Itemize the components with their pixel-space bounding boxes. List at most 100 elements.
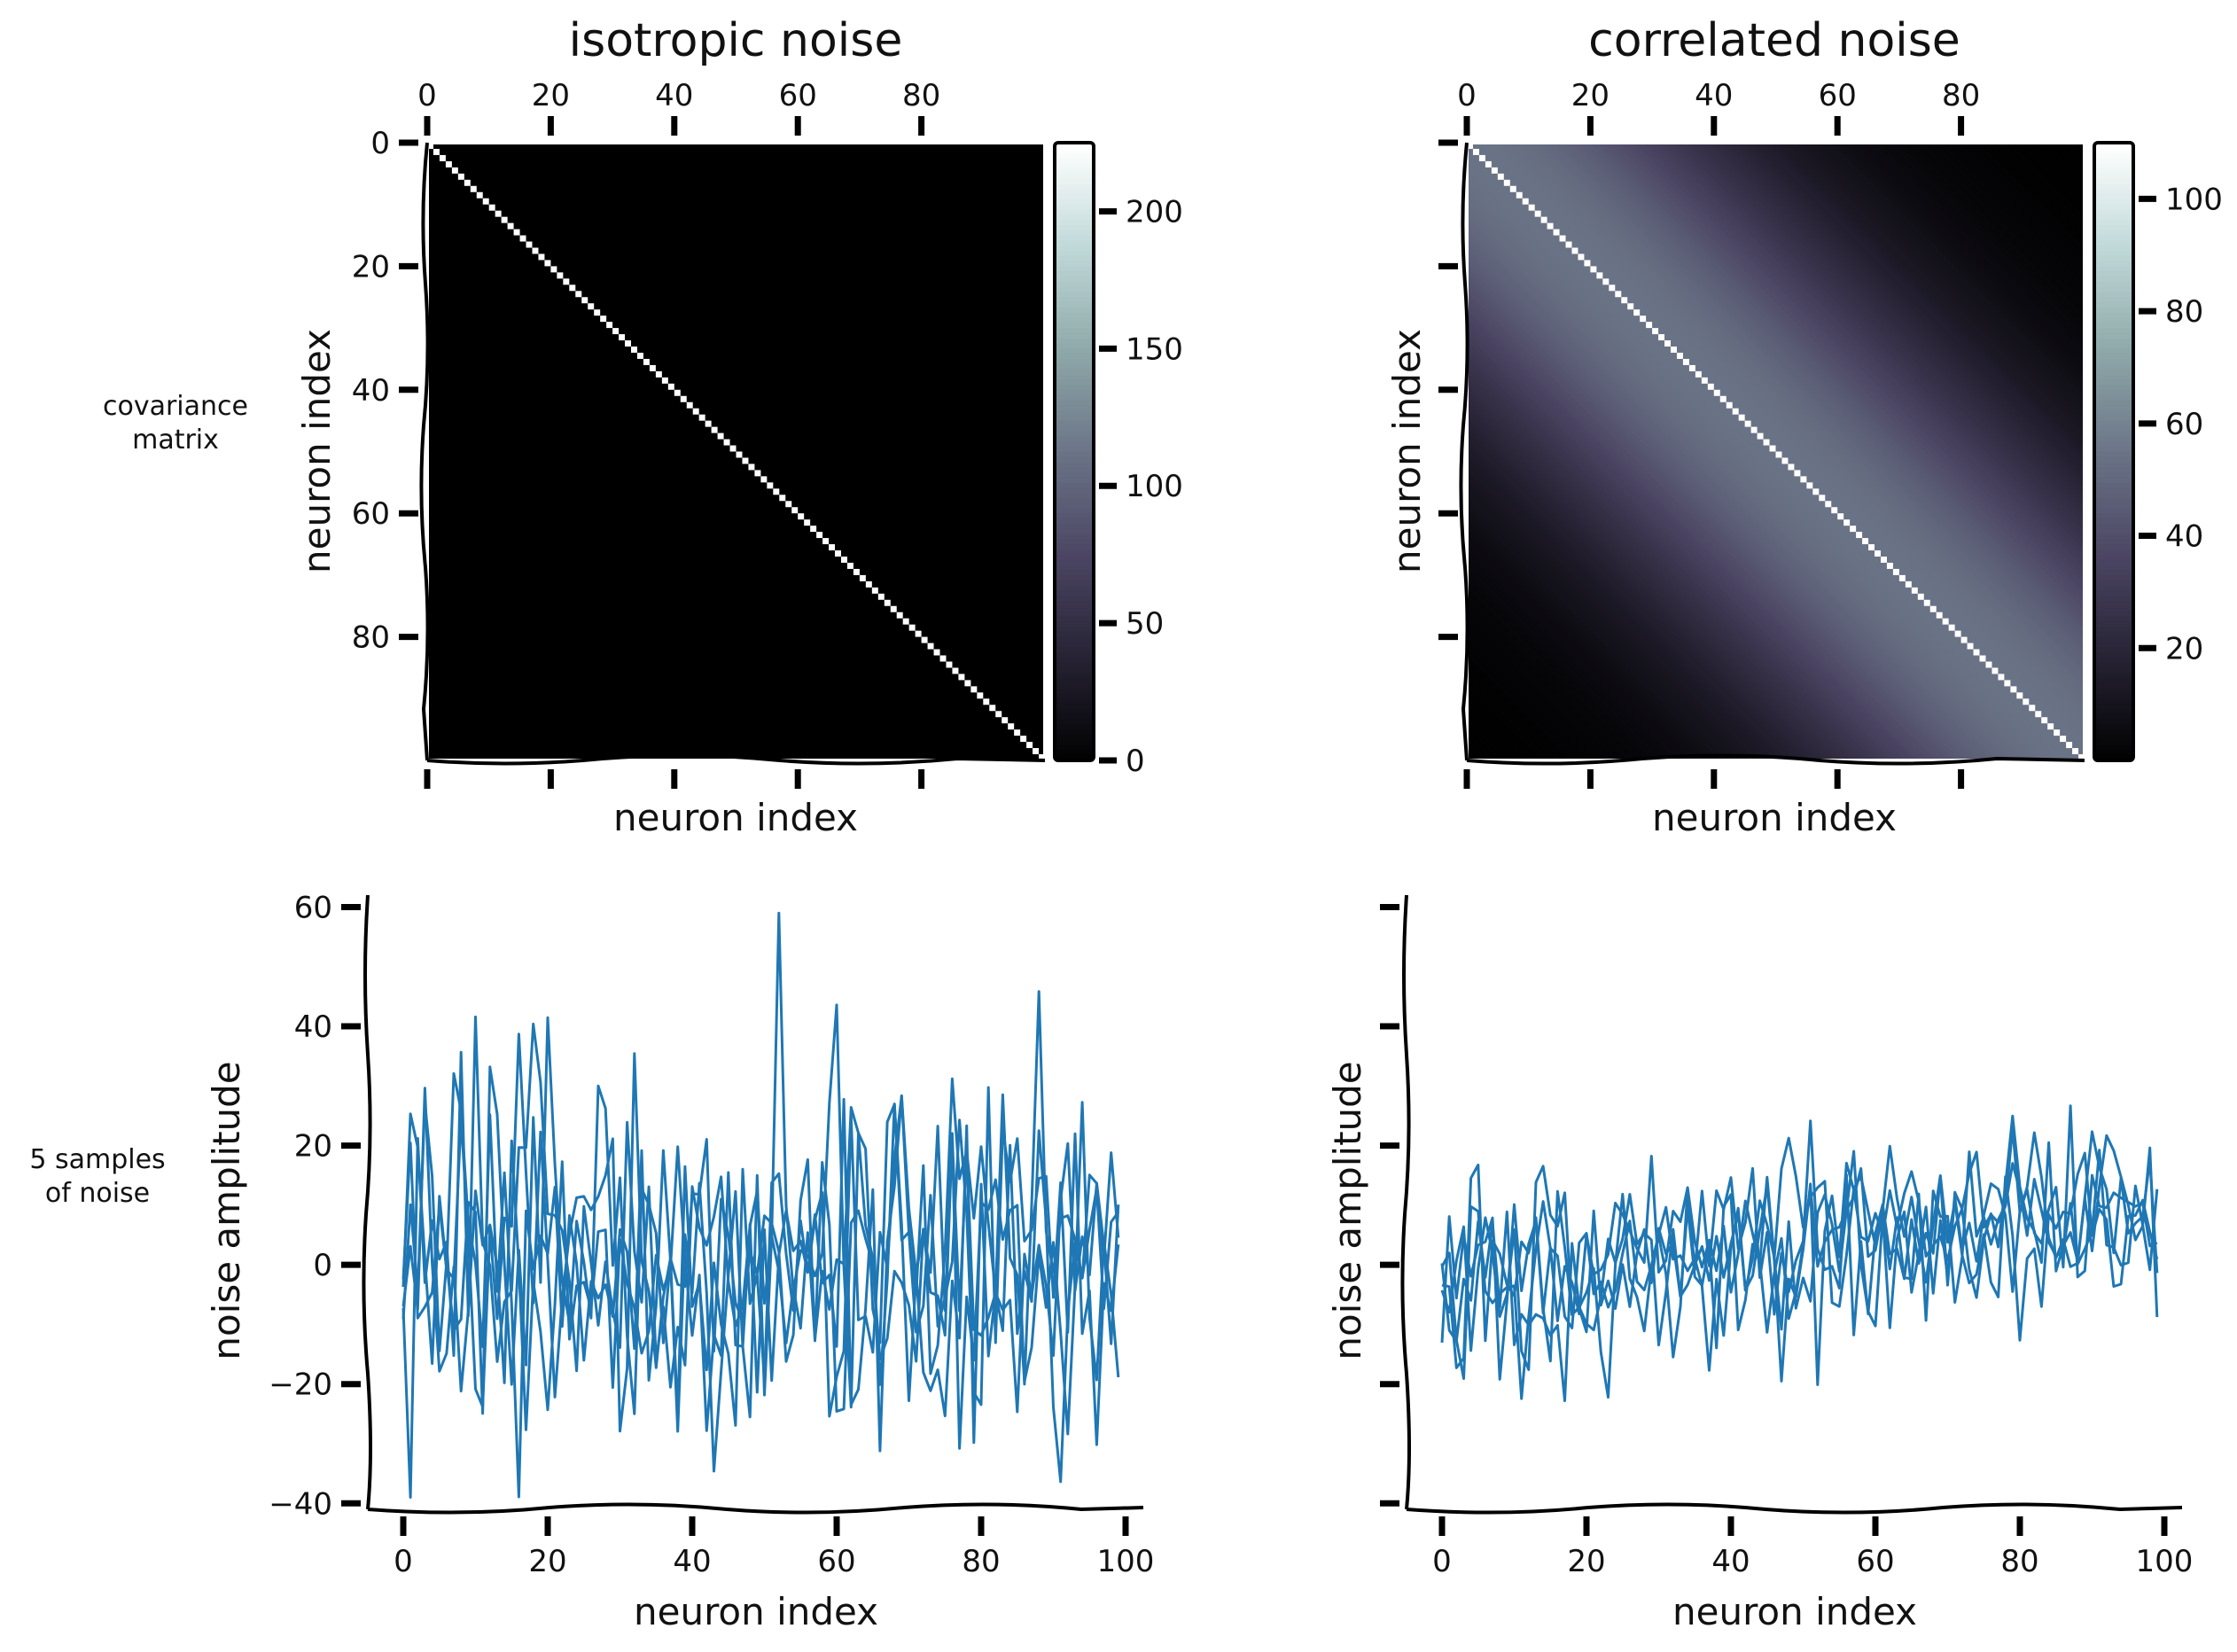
colorbar-segment — [2094, 503, 2133, 510]
y-tick-label: −40 — [269, 1486, 332, 1522]
heatmap-diag-cell — [1998, 674, 2005, 681]
colorbar-segment — [2094, 755, 2133, 761]
heatmap-diag-cell — [1602, 278, 1610, 285]
colorbar-segment — [2094, 652, 2133, 658]
heatmap-diag-cell — [958, 674, 965, 681]
colorbar-segment — [2094, 492, 2133, 499]
heatmap-diag-cell — [470, 185, 477, 192]
heatmap-correlated-left-spine — [1459, 142, 1469, 761]
heatmap-diag-cell — [946, 661, 953, 668]
heatmap-diag-cell — [1831, 507, 1838, 514]
heatmap-diag-cell — [1633, 309, 1641, 316]
samples-isotropic-ticks: 0 20 40 60 80 100 −40 −20 0 20 40 60 — [269, 890, 1154, 1579]
heatmap-diag-cell — [1837, 513, 1844, 520]
heatmap-diag-cell — [773, 488, 780, 495]
colorbar-segment — [1055, 708, 1094, 715]
heatmap-diag-cell — [1615, 291, 1622, 298]
heatmap-diag-cell — [1033, 748, 1040, 755]
heatmap-diag-cell — [1596, 272, 1603, 279]
heatmap-diag-cell — [723, 439, 730, 446]
heatmap-diag-cell — [1750, 426, 1758, 433]
heatmap-diag-cell — [915, 630, 922, 637]
heatmap-diag-cell — [1014, 729, 1021, 736]
heatmap-diag-cell — [742, 457, 749, 464]
colorbar-segment — [1055, 565, 1094, 572]
colorbar-segment — [1055, 379, 1094, 386]
heatmap-diag-cell — [1640, 316, 1647, 323]
heatmap-diag-cell — [1843, 519, 1851, 526]
y-tick-label: 0 — [313, 1248, 332, 1283]
colorbar-segment — [1055, 698, 1094, 705]
colorbar-segment — [2094, 750, 2133, 757]
colorbar-segment — [2094, 698, 2133, 705]
colorbar-segment — [2094, 647, 2133, 654]
heatmap-diag-cell — [1671, 347, 1677, 353]
heatmap-diag-cell — [433, 148, 440, 155]
x-tick-label: 60 — [1856, 1544, 1894, 1579]
colorbar-segment — [1055, 611, 1094, 618]
colorbar-segment — [2094, 662, 2133, 669]
colorbar-segment — [2094, 400, 2133, 407]
heatmap-diag-cell — [995, 711, 1002, 718]
colorbar-segment — [1055, 400, 1094, 407]
heatmap-diag-cell — [1923, 599, 1930, 606]
x-tick-label: 100 — [2136, 1544, 2194, 1579]
x-tick-label-top: 0 — [1457, 78, 1477, 113]
heatmap-diag-cell — [581, 297, 588, 304]
colorbar-segment — [2094, 719, 2133, 726]
colorbar-segment — [1055, 574, 1094, 581]
heatmap-diag-cell — [631, 347, 637, 353]
colorbar-segment — [1055, 214, 1094, 222]
colorbar-segment — [1055, 682, 1094, 690]
colorbar-segment — [1055, 431, 1094, 438]
colorbar-segment — [2094, 307, 2133, 314]
colorbar-segment — [2094, 277, 2133, 283]
colorbar-segment — [1055, 343, 1094, 350]
colorbar-segment — [1055, 605, 1094, 612]
colorbar-segment — [1055, 559, 1094, 566]
colorbar-tick-label: 80 — [2165, 294, 2203, 330]
heatmap-diag-cell — [427, 143, 433, 149]
heatmap-diag-cell — [952, 667, 959, 674]
ylabel-correlated-samples: noise amplitude — [1326, 1061, 1369, 1360]
colorbar-segment — [2094, 369, 2133, 376]
heatmap-diag-cell — [846, 562, 853, 569]
heatmap-diag-cell — [1578, 253, 1585, 261]
heatmap-diag-cell — [798, 513, 805, 520]
colorbar-segment — [1055, 240, 1094, 247]
colorbar-segment — [1055, 471, 1094, 479]
colorbar-segment — [2094, 245, 2133, 252]
colorbar-segment — [2094, 704, 2133, 710]
colorbar-segment — [2094, 431, 2133, 438]
heatmap-diag-cell — [835, 550, 841, 557]
colorbar-segment — [1055, 750, 1094, 757]
colorbar-segment — [2094, 574, 2133, 581]
heatmap-correlated-bottom-spine — [1466, 753, 2085, 766]
colorbar-segment — [2094, 523, 2133, 530]
colorbar-segment — [2094, 220, 2133, 226]
colorbar-segment — [2094, 554, 2133, 561]
heatmap-diag-cell — [717, 432, 724, 440]
colorbar-segment — [2094, 549, 2133, 556]
colorbar-segment — [1055, 497, 1094, 504]
colorbar-segment — [2094, 497, 2133, 504]
heatmap-diag-cell — [667, 383, 674, 390]
colorbar-segment — [2094, 440, 2133, 448]
colorbar-segment — [2094, 332, 2133, 339]
colorbar-segment — [2094, 163, 2133, 170]
heatmap-diag-cell — [840, 556, 847, 563]
heatmap-diag-cell — [1472, 148, 1479, 155]
colorbar-segment — [1055, 734, 1094, 741]
colorbar-segment — [2094, 642, 2133, 649]
x-tick-label-top: 0 — [417, 78, 437, 113]
colorbar-segment — [1055, 235, 1094, 242]
colorbar-segment — [2094, 384, 2133, 391]
y-tick-label: 20 — [352, 249, 390, 284]
heatmap-diag-cell — [526, 241, 533, 248]
heatmap-diag-cell — [1676, 352, 1683, 359]
colorbar-segment — [2094, 312, 2133, 319]
colorbar-segment — [1055, 374, 1094, 381]
heatmap-diag-cell — [779, 495, 786, 502]
colorbar-segment — [2094, 214, 2133, 222]
heatmap-diag-cell — [2029, 705, 2036, 712]
